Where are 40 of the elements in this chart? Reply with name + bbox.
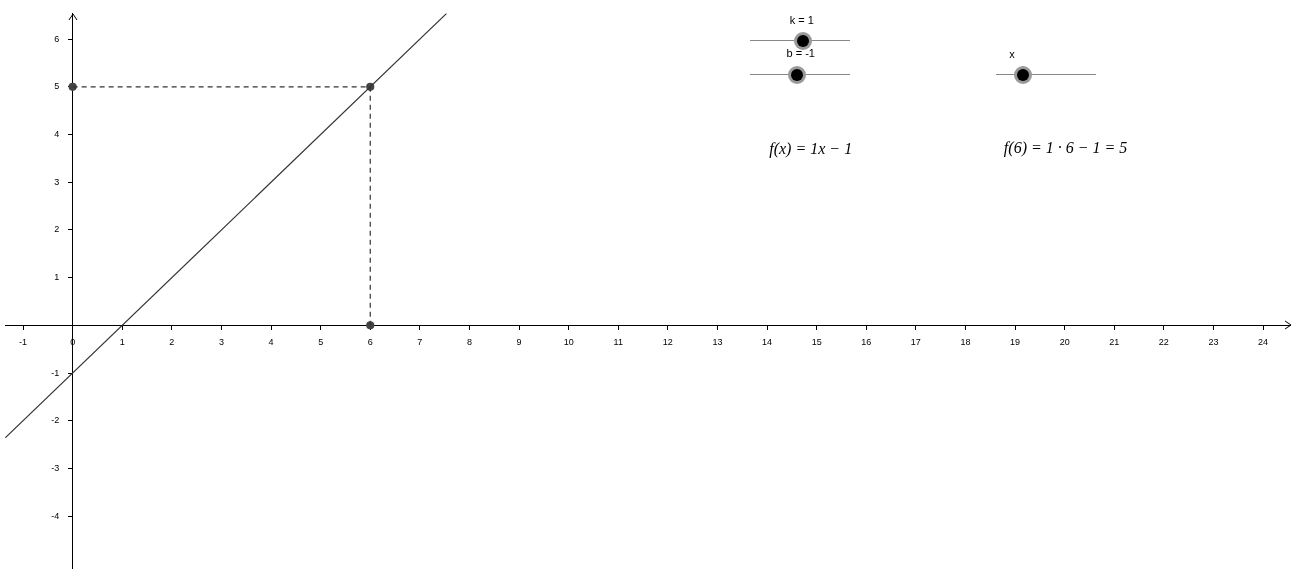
y-tick-label: 5: [54, 81, 73, 92]
x-tick-label: 2: [169, 337, 175, 348]
x-tick-label: 20: [1059, 337, 1070, 348]
x-tick-label: 9: [516, 337, 522, 348]
annotation: k = 1: [789, 14, 814, 27]
y-tick-label: 1: [54, 272, 73, 283]
x-tick-label: 18: [960, 337, 971, 348]
x-tick-label: 3: [218, 337, 224, 348]
y-tick-label: -4: [51, 510, 73, 521]
y-tick-label: 2: [54, 224, 73, 235]
y-tick-label: 6: [54, 33, 73, 44]
x-tick-label: 10: [563, 337, 574, 348]
x-tick-label: 11: [613, 337, 623, 348]
x-tick-label: 24: [1258, 337, 1269, 348]
x-tick-label: 7: [417, 337, 423, 348]
x-tick-label: 13: [712, 337, 723, 348]
x-tick-label: 23: [1208, 337, 1219, 348]
annotation: f(6) = 1 · 6 − 1 = 5: [1003, 139, 1128, 158]
x-tick-label: 17: [910, 337, 921, 348]
annotation: x: [1009, 48, 1016, 61]
x-tick-label: 1: [119, 337, 125, 348]
x-tick-label: 8: [466, 337, 472, 348]
annotation: b = -1: [786, 47, 815, 60]
y-tick-label: -2: [51, 415, 73, 426]
y-tick-label: 4: [54, 129, 73, 140]
y-tick-label: -1: [51, 367, 73, 378]
x-tick-label: 14: [762, 337, 773, 348]
x-tick-label: 5: [318, 337, 324, 348]
x-tick-label: 21: [1109, 337, 1120, 348]
y-tick-label: 3: [54, 176, 73, 187]
x-tick-label: 19: [1010, 337, 1021, 348]
x-tick-label: 12: [662, 337, 673, 348]
x-tick-label: 16: [861, 337, 872, 348]
y-tick-label: -3: [51, 462, 73, 473]
x-tick-label: 22: [1158, 337, 1169, 348]
x-tick-label: 15: [811, 337, 822, 348]
x-tick-label: 6: [367, 337, 373, 348]
x-tick-label: 4: [268, 337, 274, 348]
annotation: f(x) = 1x − 1: [769, 140, 853, 159]
x-tick-label: -1: [19, 337, 28, 348]
